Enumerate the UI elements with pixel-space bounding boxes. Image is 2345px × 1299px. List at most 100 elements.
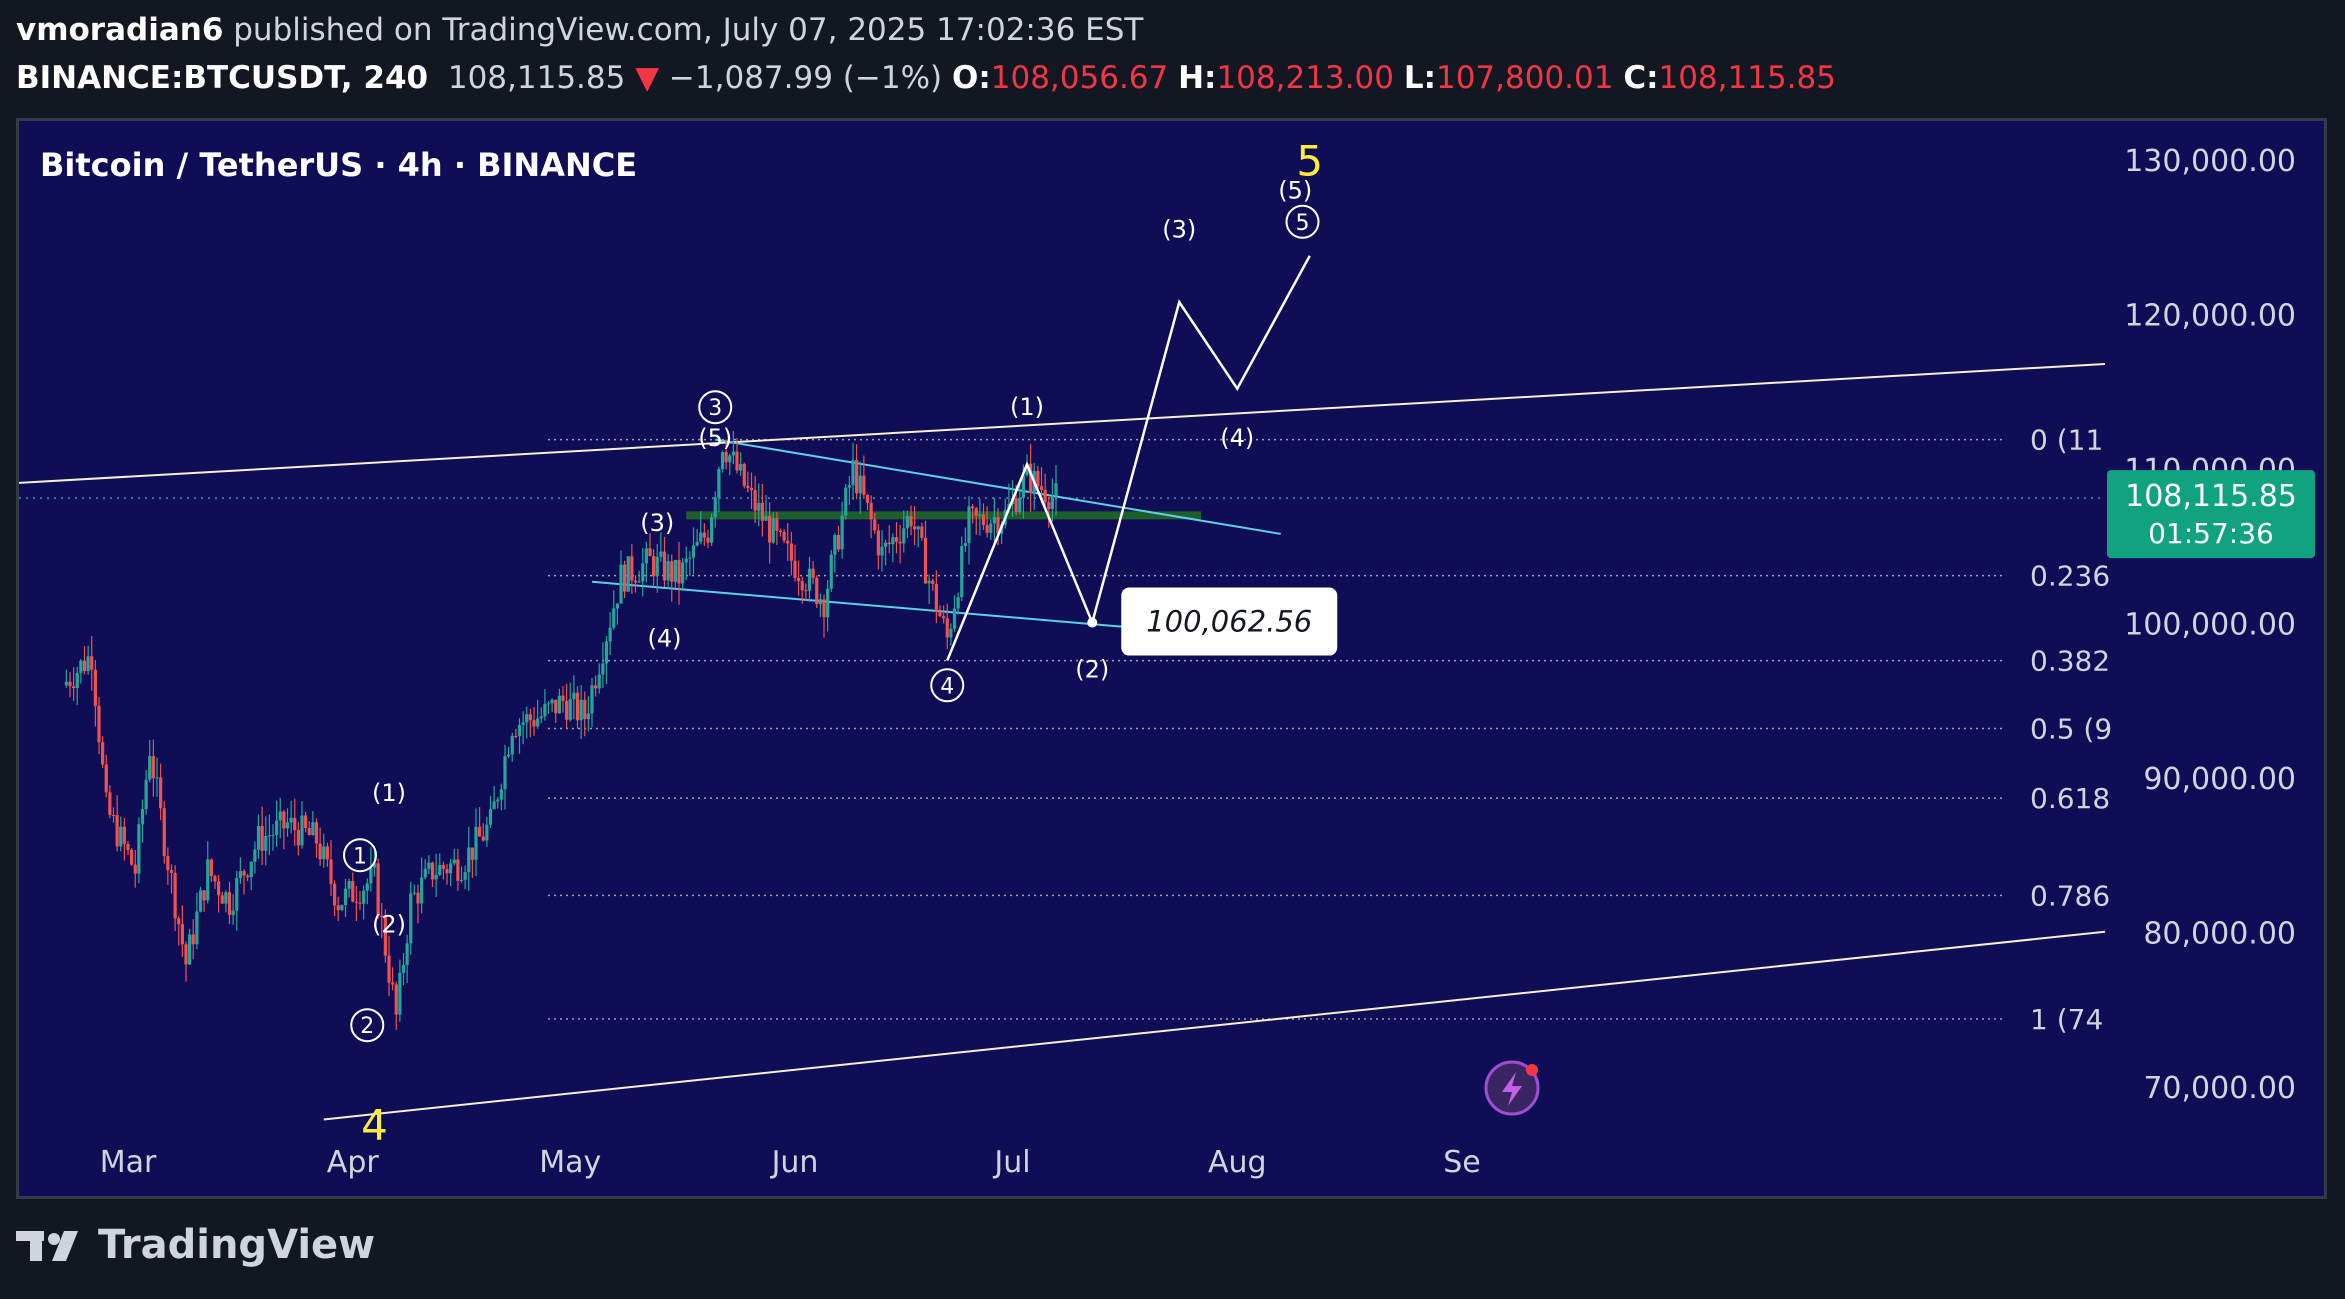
candle-body — [934, 583, 938, 612]
candle-body — [717, 469, 721, 498]
y-tick-label-3: 100,000.00 — [2124, 608, 2296, 643]
candle-body — [807, 568, 812, 591]
candle-body — [887, 542, 891, 545]
candle-body — [894, 537, 899, 542]
candle-body — [180, 924, 184, 945]
candle-body — [507, 754, 511, 757]
bolt-glyph-icon — [1502, 1072, 1522, 1106]
wave-circled-label-0: 1 — [353, 844, 367, 869]
candle-body — [336, 905, 340, 911]
wave-circle-1 — [350, 1008, 385, 1043]
candle-body — [217, 881, 221, 896]
fib-level-label-0: 0 (11 — [2030, 424, 2103, 457]
candle-body — [119, 826, 123, 847]
candle-body — [242, 871, 246, 876]
candle-body — [938, 611, 942, 617]
candle-body — [920, 526, 924, 538]
wave-circled-label-1: 2 — [360, 1014, 374, 1039]
candle-body — [343, 888, 348, 906]
candle-body — [151, 756, 155, 779]
candle-body — [735, 451, 739, 471]
fib-level-label-6: 1 (74 — [2030, 1003, 2103, 1036]
candle-body — [75, 672, 79, 689]
candle-body — [1018, 497, 1022, 513]
candle-body — [478, 826, 482, 837]
candle-body — [898, 541, 902, 544]
candle-body — [554, 699, 558, 714]
projected-wave-path — [946, 255, 1311, 662]
open-value: 108,056.67 — [990, 60, 1169, 96]
candle-body — [764, 516, 768, 521]
candle-body — [115, 815, 119, 847]
candle-body — [72, 686, 76, 689]
candle-body — [467, 847, 471, 873]
candle-body — [594, 685, 598, 689]
candle-body — [463, 872, 467, 880]
author-name[interactable]: vmoradian6 — [16, 12, 224, 48]
candle-body — [884, 542, 888, 547]
candle-body — [742, 463, 746, 486]
candle-body — [583, 699, 587, 720]
candle-body — [362, 890, 366, 904]
candle-body — [445, 869, 449, 874]
candle-body — [246, 875, 250, 878]
candle-body — [503, 756, 507, 790]
candle-body — [318, 843, 322, 860]
candle-body — [746, 485, 750, 488]
candle-body — [126, 844, 130, 851]
candle-body — [681, 562, 685, 584]
upper-channel-line — [18, 362, 2106, 484]
candle-body — [909, 516, 913, 527]
candle-body — [64, 681, 68, 686]
candle-body — [372, 863, 377, 868]
candle-body — [285, 822, 290, 829]
candle-body — [633, 580, 638, 583]
candle-body — [333, 883, 337, 906]
tradingview-logo-icon — [16, 1231, 78, 1261]
candle-body — [818, 599, 822, 605]
wave-circle-0 — [343, 838, 377, 873]
brand-name: TradingView — [98, 1222, 376, 1268]
wave-paren-label-8: (4) — [1220, 424, 1254, 452]
candle-body — [597, 674, 601, 689]
candle-body — [195, 911, 199, 945]
tradingview-footer[interactable]: TradingView — [16, 1222, 375, 1268]
candle-body — [148, 756, 152, 780]
wave-circled-label-4: 5 — [1296, 211, 1310, 236]
candle-body — [474, 826, 478, 860]
last-price-badge-value: 108,115.85 — [2125, 479, 2297, 514]
candle-body — [1021, 475, 1025, 498]
candle-body — [423, 868, 427, 878]
candle-body — [753, 490, 757, 511]
candle-body — [731, 451, 735, 456]
candle-body — [789, 543, 793, 561]
candle-body — [876, 530, 880, 556]
candle-body — [314, 822, 319, 844]
candle-body — [492, 801, 496, 810]
candle-body — [441, 864, 445, 870]
candle-body — [456, 859, 460, 881]
candle-body — [771, 518, 775, 543]
candle-body — [238, 871, 242, 879]
chart-title: Bitcoin / TetherUS · 4h · BINANCE — [40, 146, 638, 184]
candle-body — [173, 872, 177, 919]
published-text: published on TradingView.com, July 07, 2… — [233, 12, 1144, 48]
candle-body — [1043, 489, 1047, 503]
candle-body — [351, 881, 355, 902]
candle-body — [688, 557, 692, 559]
symbol-label[interactable]: BINANCE:BTCUSDT, 240 — [16, 60, 429, 96]
candle-body — [104, 764, 108, 793]
price-label-box — [1121, 587, 1338, 656]
candle-body — [662, 551, 667, 581]
candle-body — [101, 742, 105, 765]
candle-body — [630, 556, 634, 581]
candle-body — [724, 452, 728, 463]
candle-body — [768, 516, 772, 543]
candle-body — [949, 628, 953, 638]
candle-body — [833, 535, 837, 555]
candle-body — [267, 835, 271, 837]
candle-body — [815, 577, 819, 605]
candle-body — [224, 892, 228, 904]
close-value: 108,115.85 — [1658, 60, 1836, 96]
